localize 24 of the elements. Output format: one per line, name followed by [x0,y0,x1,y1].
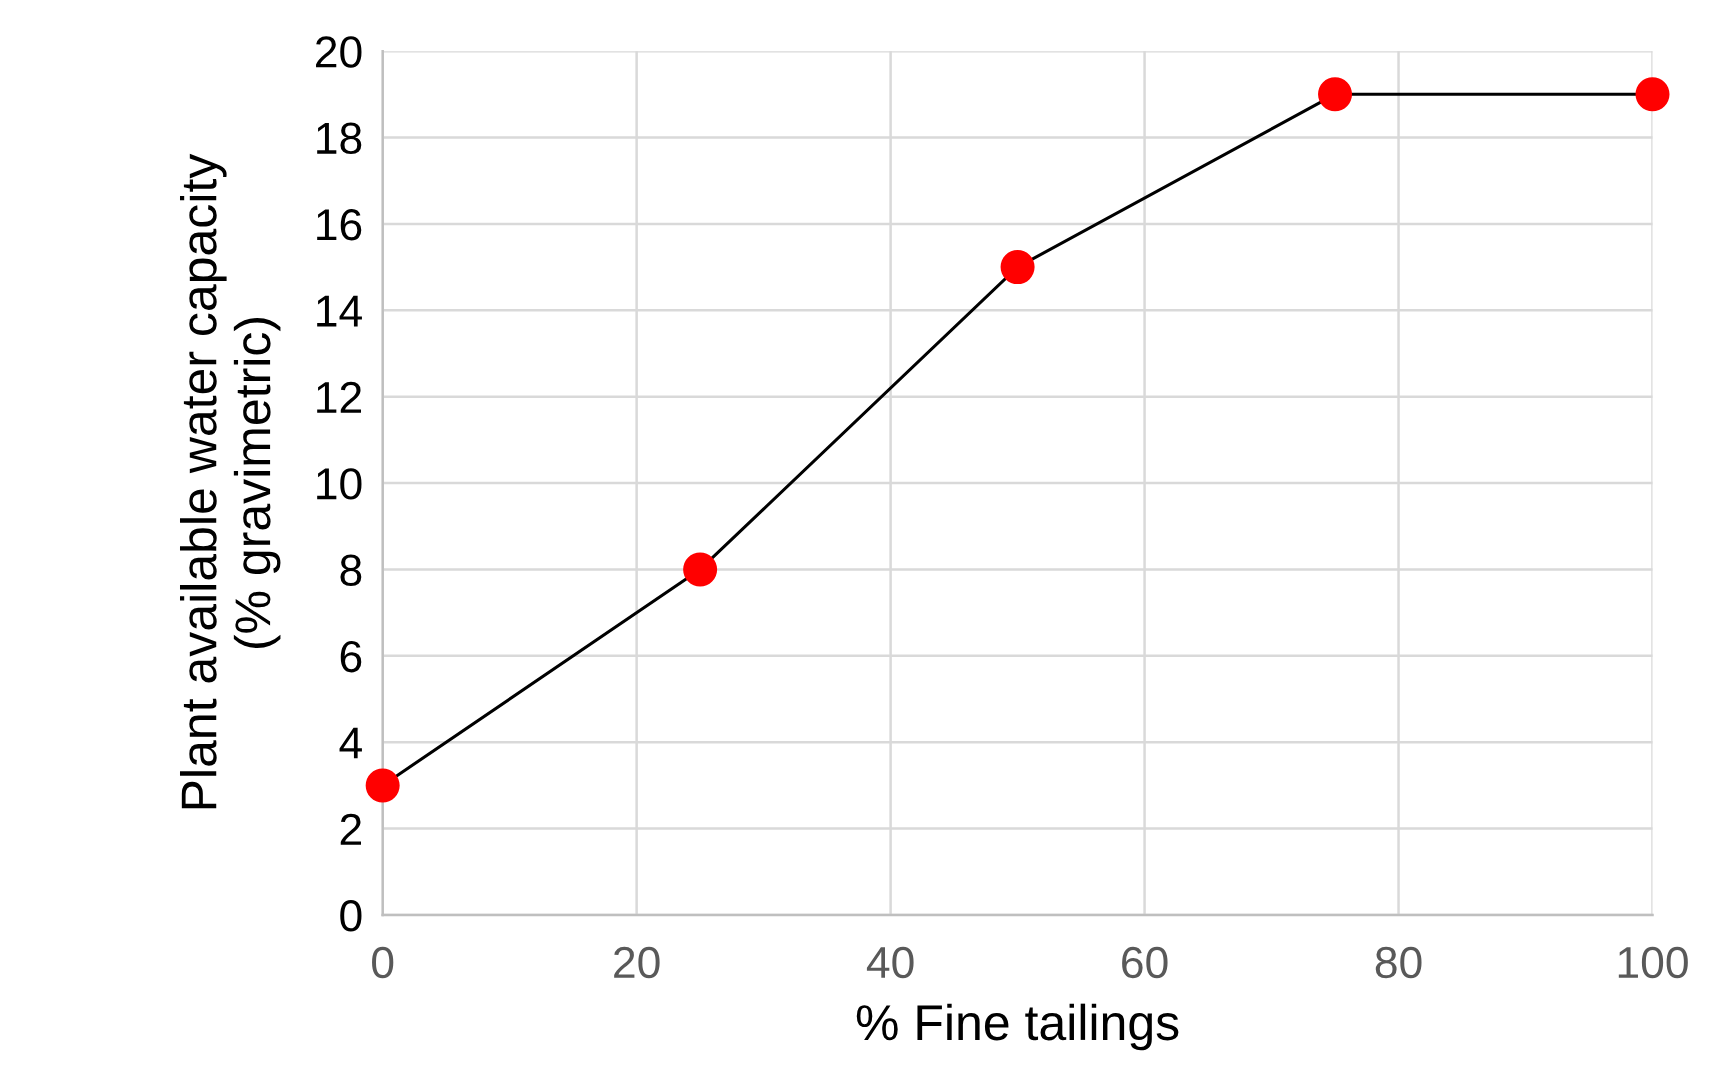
y-axis-title: Plant available water capacity (% gravimetric) [179,153,281,809]
y-tick-label: 4 [339,727,362,759]
point [365,768,400,803]
y-tick-label: 2 [340,813,361,845]
x-tick-label: 20 [614,946,660,979]
point [1000,250,1035,285]
x-tick-label: 40 [866,946,914,979]
x-tick-label: 100 [1618,946,1688,979]
y-tick-label: 18 [317,122,362,155]
point [1318,77,1353,112]
y-tick-label: 6 [340,640,362,673]
point [683,552,718,587]
y-tick-label: 20 [316,36,362,68]
y-tick-label: 14 [317,295,362,327]
x-tick-label: 60 [1122,946,1168,979]
y-tick-label: 16 [317,208,362,241]
x-tick-label: 80 [1375,946,1422,979]
y-tick-label: 0 [340,900,362,932]
y-tick-label: 10 [317,468,362,500]
y-tick-label: 12 [317,381,361,413]
y-tick-label: 8 [340,554,362,586]
x-tick-label: 0 [372,946,394,979]
x-axis-title: % Fine tailings [856,1003,1179,1051]
point [1635,77,1670,112]
